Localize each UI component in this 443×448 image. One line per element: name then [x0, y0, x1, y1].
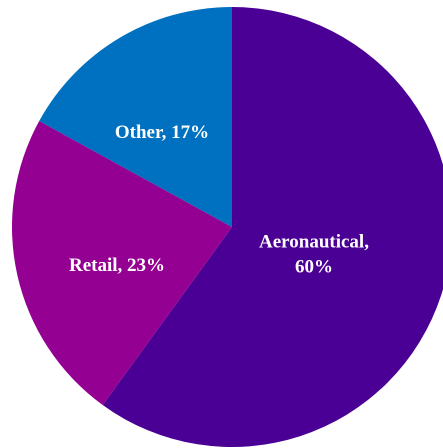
pie-slices [12, 7, 443, 447]
slice-label-line: Aeronautical, [259, 232, 369, 253]
pie-slice-other [39, 7, 233, 227]
slice-label-line: Other, 17% [115, 122, 209, 143]
slice-label-line: 60% [295, 257, 333, 278]
slice-label-other: Other, 17% [115, 122, 209, 143]
pie-slice-retail [12, 121, 233, 405]
slice-label-line: Retail, 23% [69, 255, 165, 276]
slice-label-retail: Retail, 23% [69, 255, 165, 276]
pie-slice-aeronautical [102, 7, 443, 447]
pie-labels: Aeronautical, 60% Retail, 23% Other, 17% [69, 122, 369, 278]
slice-label-aeronautical: Aeronautical, 60% [259, 232, 369, 278]
